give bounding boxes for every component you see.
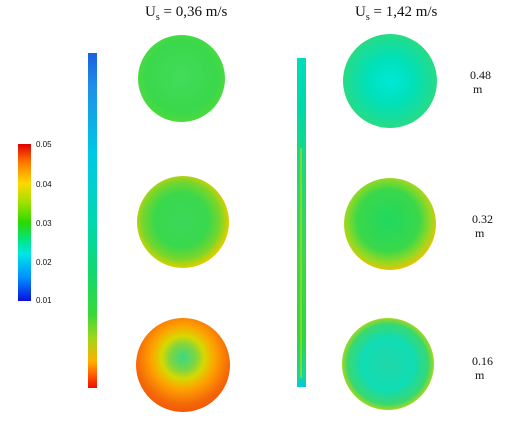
colorbar-tick: 0.02 <box>36 258 52 267</box>
title-right-velocity: Us = 1,42 m/s <box>355 4 438 23</box>
colorbar-tick: 0.04 <box>36 180 52 189</box>
cross-section-right-top <box>343 34 437 128</box>
title-left-velocity: Us = 0,36 m/s <box>145 4 228 23</box>
cross-section-left-bottom <box>136 318 230 412</box>
height-label-016: 0.16 m <box>472 354 493 382</box>
cross-section-right-bottom <box>342 318 434 410</box>
colorbar <box>18 144 31 301</box>
height-label-032: 0.32 m <box>472 212 493 240</box>
cross-section-left-top <box>138 35 225 122</box>
cross-section-right-middle <box>344 178 436 270</box>
column-contour-left <box>88 53 97 388</box>
colorbar-tick: 0.03 <box>36 219 52 228</box>
column-contour-right <box>297 58 306 387</box>
cross-section-left-middle <box>137 176 229 268</box>
colorbar-tick: 0.01 <box>36 296 52 305</box>
height-label-048: 0.48 m <box>470 68 491 96</box>
colorbar-tick: 0.05 <box>36 140 52 149</box>
